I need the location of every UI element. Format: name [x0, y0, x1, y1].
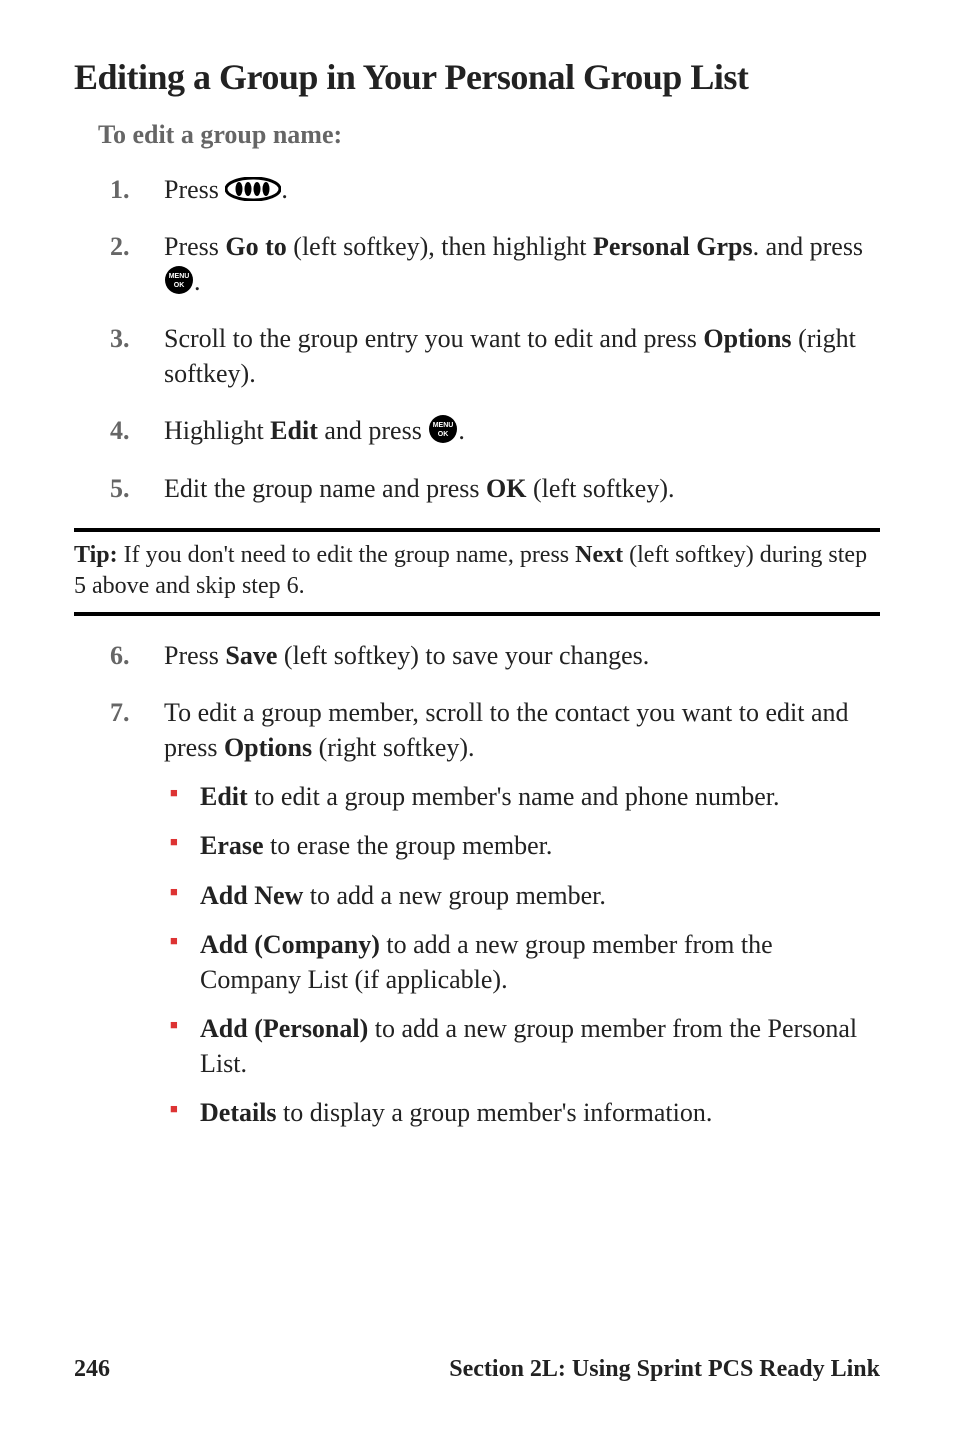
step-bold: OK	[486, 474, 526, 503]
step-text: (left softkey), then highlight	[287, 232, 593, 261]
step-1: Press .	[110, 172, 880, 207]
page-number: 246	[74, 1356, 110, 1383]
step-text: . and press	[753, 232, 863, 261]
step-text: Highlight	[164, 416, 270, 445]
sub-item: Add (Personal) to add a new group member…	[164, 1011, 880, 1081]
tip-label: Tip:	[74, 542, 118, 568]
step-text: (left softkey) to save your changes.	[277, 641, 649, 670]
step-bold: Options	[224, 733, 312, 762]
menu-ok-icon: MENU OK	[164, 265, 194, 295]
step-bold: Options	[703, 324, 791, 353]
sub-bold: Erase	[200, 831, 264, 860]
svg-text:OK: OK	[174, 282, 185, 289]
sub-text: to display a group member's information.	[277, 1098, 713, 1127]
step-4: Highlight Edit and press MENU OK.	[110, 413, 880, 448]
step-5: Edit the group name and press OK (left s…	[110, 471, 880, 506]
step-text: Press	[164, 175, 225, 204]
step-text: Press	[164, 641, 225, 670]
sub-text: to add a new group member.	[303, 881, 606, 910]
step-2: Press Go to (left softkey), then highlig…	[110, 229, 880, 299]
tip-bold: Next	[575, 542, 623, 568]
page-footer: 246 Section 2L: Using Sprint PCS Ready L…	[74, 1356, 880, 1383]
sub-item: Details to display a group member's info…	[164, 1095, 880, 1130]
svg-text:OK: OK	[438, 431, 449, 438]
section-label: Section 2L: Using Sprint PCS Ready Link	[449, 1356, 880, 1383]
step-bold: Go to	[225, 232, 286, 261]
tip-text: If you don't need to edit the group name…	[118, 542, 576, 568]
step-text: (left softkey).	[526, 474, 674, 503]
step-text: Press	[164, 232, 225, 261]
step-text: (right softkey).	[312, 733, 474, 762]
steps-list-2: Press Save (left softkey) to save your c…	[110, 638, 880, 1130]
step-text: Edit the group name and press	[164, 474, 486, 503]
page-title: Editing a Group in Your Personal Group L…	[74, 56, 880, 98]
step-3: Scroll to the group entry you want to ed…	[110, 321, 880, 391]
sub-item: Edit to edit a group member's name and p…	[164, 779, 880, 814]
step-text: and press	[318, 416, 428, 445]
menu-ok-icon: MENU OK	[428, 414, 458, 444]
steps-list-1: Press . Press Go to (left softkey), then…	[110, 172, 880, 506]
step-bold: Edit	[270, 416, 318, 445]
svg-text:MENU: MENU	[169, 273, 190, 280]
sub-text: to erase the group member.	[264, 831, 553, 860]
tip-block: Tip: If you don't need to edit the group…	[74, 528, 880, 616]
step-text: .	[458, 416, 465, 445]
ptt-icon	[225, 177, 281, 201]
step-bold: Personal Grps	[593, 232, 753, 261]
svg-text:MENU: MENU	[433, 422, 454, 429]
sub-bold: Add New	[200, 881, 303, 910]
step-text: Scroll to the group entry you want to ed…	[164, 324, 703, 353]
step-bold: Save	[225, 641, 277, 670]
sub-item: Add New to add a new group member.	[164, 878, 880, 913]
sub-text: to edit a group member's name and phone …	[248, 782, 780, 811]
page: Editing a Group in Your Personal Group L…	[0, 0, 954, 1431]
step-text: .	[281, 175, 288, 204]
step-text: .	[194, 267, 201, 296]
sub-bold: Add (Personal)	[200, 1014, 368, 1043]
step-6: Press Save (left softkey) to save your c…	[110, 638, 880, 673]
sub-bold: Details	[200, 1098, 277, 1127]
sub-item: Erase to erase the group member.	[164, 828, 880, 863]
sub-bold: Add (Company)	[200, 930, 380, 959]
step-7: To edit a group member, scroll to the co…	[110, 695, 880, 1130]
sub-bold: Edit	[200, 782, 248, 811]
sub-item: Add (Company) to add a new group member …	[164, 927, 880, 997]
sub-list: Edit to edit a group member's name and p…	[164, 779, 880, 1130]
subheading: To edit a group name:	[98, 120, 880, 150]
